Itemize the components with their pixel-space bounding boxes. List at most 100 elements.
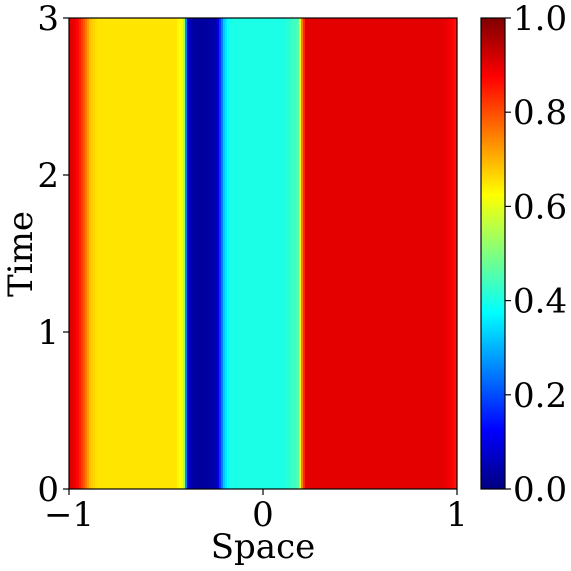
heatmap-cell [341,18,344,489]
heatmap-cell [245,18,248,489]
heatmap-cells [69,18,457,489]
heatmap-cell [193,18,196,489]
heatmap-cell [87,18,90,489]
heatmap-cell [343,18,346,489]
heatmap-cell [205,18,208,489]
heatmap-cell [147,18,150,489]
heatmap-cell [79,18,82,489]
heatmap-cell [399,18,402,489]
heatmap-cell [171,18,174,489]
heatmap-cell [215,18,218,489]
heatmap-cell [117,18,120,489]
heatmap-cell [269,18,272,489]
heatmap-cell [275,18,278,489]
heatmap-cell [125,18,128,489]
heatmap-cell [251,18,254,489]
heatmap-cell [131,18,134,489]
heatmap-cell [379,18,382,489]
heatmap-cell [181,18,184,489]
heatmap-cell [363,18,366,489]
heatmap-cell [265,18,268,489]
heatmap-cell [287,18,290,489]
heatmap-cell [427,18,430,489]
x-axis-title: Space [211,527,316,567]
heatmap-cell [159,18,162,489]
heatmap-cell [371,18,374,489]
heatmap-cell [89,18,92,489]
heatmap-cell [407,18,410,489]
heatmap-cell [439,18,442,489]
colorbar-tick-label: 0.0 [513,470,567,510]
heatmap-cell [237,18,240,489]
heatmap-cell [455,18,457,489]
heatmap-cell [337,18,340,489]
heatmap-cell [307,18,310,489]
heatmap-cell [415,18,418,489]
heatmap-cell [423,18,426,489]
heatmap-cell [105,18,108,489]
heatmap-cell [151,18,154,489]
heatmap-cell [177,18,180,489]
heatmap-cell [359,18,362,489]
heatmap-cell [367,18,370,489]
heatmap-cell [375,18,378,489]
heatmap-cell [351,18,354,489]
heatmap-cell [161,18,164,489]
heatmap-cell [249,18,252,489]
x-tick-label: −1 [44,495,94,535]
heatmap-cell [179,18,182,489]
heatmap-cell [155,18,158,489]
heatmap-cell [433,18,436,489]
heatmap-cell [431,18,434,489]
heatmap-cell [111,18,114,489]
colorbar-tick-label: 0.4 [513,282,567,322]
heatmap-cell [333,18,336,489]
heatmap-cell [445,18,448,489]
heatmap-cell [141,18,144,489]
x-tick-label: 1 [446,495,468,535]
heatmap-cell [303,18,306,489]
heatmap-cell [295,18,298,489]
heatmap-cell [451,18,454,489]
heatmap-cell [145,18,148,489]
heatmap-cell [349,18,352,489]
heatmap-cell [101,18,104,489]
heatmap-cell [323,18,326,489]
heatmap-cell [229,18,232,489]
heatmap-cell [377,18,380,489]
heatmap-cell [453,18,456,489]
heatmap-cell [189,18,192,489]
heatmap-cell [175,18,178,489]
heatmap-cell [227,18,230,489]
heatmap-cell [331,18,334,489]
heatmap-cell [409,18,412,489]
y-tick-label: 0 [37,470,59,510]
heatmap-cell [203,18,206,489]
heatmap-cell [137,18,140,489]
heatmap-cell [199,18,202,489]
heatmap-cell [327,18,330,489]
heatmap-cell [413,18,416,489]
heatmap-cell [373,18,376,489]
heatmap-cell [299,18,302,489]
heatmap-cell [169,18,172,489]
heatmap-cell [259,18,262,489]
heatmap-cell [313,18,316,489]
heatmap-cell [361,18,364,489]
heatmap-cell [73,18,76,489]
heatmap-cell [207,18,210,489]
heatmap-cell [391,18,394,489]
heatmap-cell [113,18,116,489]
heatmap-cell [437,18,440,489]
heatmap-cell [449,18,452,489]
heatmap-cell [129,18,132,489]
heatmap-cell [219,18,222,489]
heatmap-cell [419,18,422,489]
heatmap-cell [201,18,204,489]
heatmap-cell [319,18,322,489]
colorbar-tick-label: 0.6 [513,187,567,227]
heatmap-cell [103,18,106,489]
heatmap-cell [365,18,368,489]
heatmap-cell [317,18,320,489]
